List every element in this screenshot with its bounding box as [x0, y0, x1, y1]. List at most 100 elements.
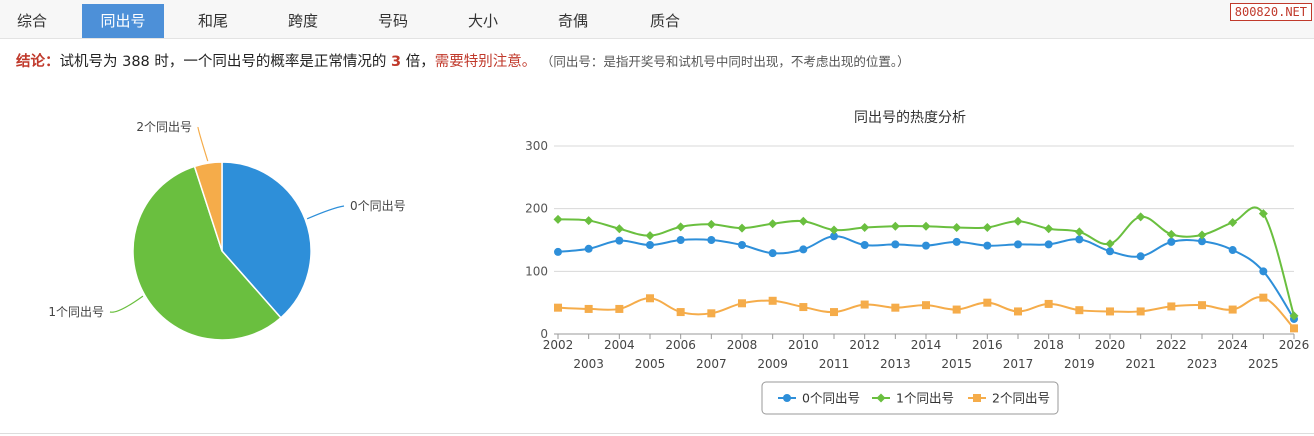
data-point: [983, 241, 992, 250]
x-tick-label: 2024: [1217, 338, 1248, 352]
pie-chart: 0个同出号 1个同出号 2个同出号: [48, 120, 406, 341]
conclusion-text: 结论：试机号为 388 时，一个同出号的概率是正常情况的 3 倍，需要特别注意。…: [16, 50, 910, 71]
data-point: [799, 303, 808, 312]
data-point: [1289, 311, 1299, 321]
data-point: [1106, 307, 1114, 316]
pie-label: 2个同出号: [136, 120, 192, 134]
pie-label-line: [306, 205, 345, 220]
data-point: [1167, 302, 1176, 311]
data-point: [799, 245, 808, 254]
data-point: [584, 244, 593, 253]
conclusion-warning: 需要特别注意。: [434, 54, 537, 70]
data-point: [614, 224, 624, 234]
data-point: [646, 241, 654, 250]
pie-label-line: [197, 126, 209, 162]
tab-big-small[interactable]: 大小: [467, 12, 498, 30]
y-tick-label: 300: [525, 139, 548, 153]
data-point: [952, 222, 962, 232]
x-tick-label: 2005: [635, 357, 666, 371]
data-point: [921, 221, 931, 231]
x-tick-label: 2022: [1156, 338, 1187, 352]
data-point: [860, 241, 869, 250]
site-badge: 800820.NET: [1229, 3, 1312, 21]
data-point: [1075, 235, 1084, 244]
x-tick-label: 2003: [573, 357, 604, 371]
tab-prime-composite[interactable]: 质合: [649, 12, 680, 30]
data-point: [1228, 305, 1237, 314]
data-point: [1228, 246, 1237, 255]
legend-label: 0个同出号: [802, 391, 860, 406]
x-tick-label: 2002: [543, 338, 574, 352]
x-tick-label: 2017: [1003, 357, 1034, 371]
data-point: [1198, 301, 1206, 310]
legend-box: [761, 381, 1059, 415]
x-tick-label: 2004: [604, 338, 635, 352]
data-point: [983, 298, 992, 307]
x-tick-label: 2020: [1095, 338, 1126, 352]
data-point: [1105, 239, 1115, 249]
data-point: [860, 300, 869, 309]
tab-span[interactable]: 跨度: [287, 12, 318, 30]
x-tick-label: 2006: [665, 338, 696, 352]
x-tick-label: 2009: [757, 357, 788, 371]
data-point: [1197, 230, 1207, 240]
data-point: [830, 308, 838, 317]
data-point: [1136, 252, 1145, 261]
data-point: [645, 231, 655, 241]
x-tick-label: 2016: [972, 338, 1003, 352]
chart-title: 同出号的热度分析: [854, 110, 966, 126]
data-point: [615, 304, 624, 313]
data-point: [860, 222, 870, 232]
data-point: [1167, 237, 1176, 246]
data-point: [615, 236, 624, 245]
data-point: [676, 308, 685, 317]
tab-sum-tail[interactable]: 和尾: [197, 12, 228, 30]
conclusion-body: 试机号为 388 时，一个同出号的概率是正常情况的: [59, 54, 387, 70]
y-tick-label: 0: [540, 327, 548, 341]
data-point: [706, 219, 716, 229]
x-tick-label: 2021: [1125, 357, 1156, 371]
data-point: [584, 304, 593, 313]
data-point: [973, 394, 981, 402]
data-point: [553, 214, 563, 224]
data-point: [1014, 307, 1022, 316]
data-point: [829, 225, 839, 235]
data-point: [1044, 240, 1053, 249]
pie-slice: [132, 165, 282, 341]
legend-label: 2个同出号: [992, 391, 1050, 406]
data-point: [783, 394, 791, 402]
data-point: [876, 393, 886, 403]
data-point: [584, 216, 594, 226]
x-tick-label: 2018: [1033, 338, 1064, 352]
data-point: [1259, 293, 1268, 302]
pie-slice: [221, 161, 312, 319]
x-tick-label: 2008: [727, 338, 758, 352]
x-tick-label: 2012: [849, 338, 880, 352]
conclusion-after: 倍，: [405, 54, 435, 70]
tab-bar: 综合 同出号 和尾 跨度 号码 大小 奇偶 质合 800820.NET: [0, 0, 1314, 39]
tab-same-number[interactable]: 同出号: [82, 4, 164, 38]
data-point: [1106, 247, 1114, 256]
data-point: [1075, 306, 1084, 315]
data-point: [554, 247, 562, 256]
data-point: [1044, 224, 1054, 234]
pie-label-line: [109, 295, 144, 313]
conclusion-multiple: 3: [391, 54, 402, 70]
data-point: [1136, 307, 1145, 316]
data-point: [1166, 229, 1176, 239]
legend-label: 1个同出号: [896, 391, 954, 406]
x-tick-label: 2011: [819, 357, 850, 371]
tab-odd-even[interactable]: 奇偶: [557, 12, 588, 30]
data-point: [922, 241, 930, 250]
data-point: [1136, 212, 1146, 222]
data-point: [891, 303, 900, 312]
data-point: [890, 221, 900, 231]
tab-number[interactable]: 号码: [377, 12, 408, 30]
x-tick-label: 2014: [911, 338, 942, 352]
data-point: [676, 236, 685, 244]
data-point: [1013, 216, 1023, 226]
tab-summary[interactable]: 综合: [16, 12, 47, 30]
data-point: [768, 249, 777, 258]
conclusion-note: （同出号：是指开奖号和试机号中同时出现，不考虑出现的位置。）: [540, 54, 910, 69]
x-tick-label: 2015: [941, 357, 972, 371]
